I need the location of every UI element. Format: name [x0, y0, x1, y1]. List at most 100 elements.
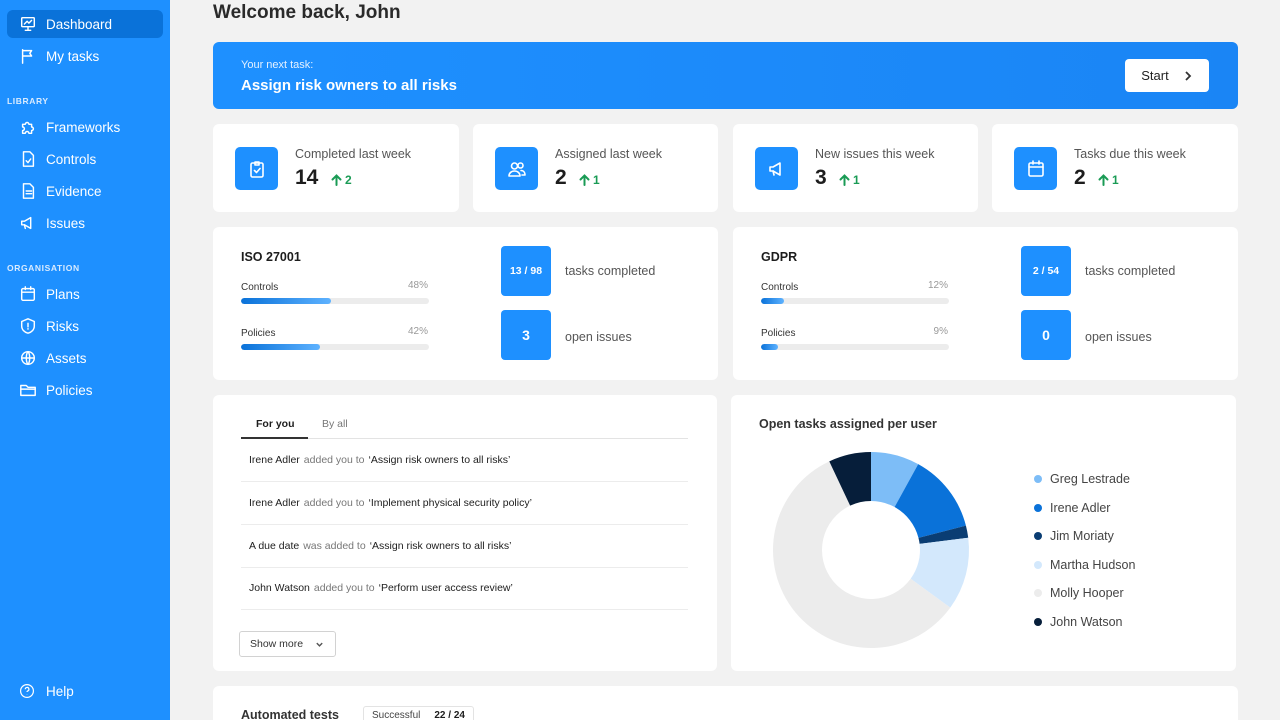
stat-delta-value: 1	[853, 173, 860, 187]
sidebar-item-label: Policies	[46, 382, 93, 398]
stat-delta: 1	[839, 173, 860, 187]
tasks-completed-label: tasks completed	[565, 264, 656, 278]
legend-label: Martha Hudson	[1050, 557, 1136, 572]
activity-verb: was added to	[303, 540, 366, 552]
sidebar-item-evidence[interactable]: Evidence	[7, 177, 163, 205]
stat-value: 3	[815, 166, 827, 189]
next-task-banner: Your next task: Assign risk owners to al…	[213, 42, 1238, 109]
legend-dot	[1034, 532, 1042, 541]
policies-percent: 9%	[933, 326, 948, 337]
stat-delta-value: 1	[1112, 173, 1119, 187]
stat-card-assigned: Assigned last week 2 1	[473, 124, 718, 212]
successful-count: 22 / 24	[434, 709, 465, 720]
activity-task: ‘Assign risk owners to all risks’	[368, 454, 511, 466]
activity-task: ‘Perform user access review’	[378, 582, 513, 594]
sidebar-item-plans[interactable]: Plans	[7, 280, 163, 308]
sidebar-item-risks[interactable]: Risks	[7, 312, 163, 340]
show-more-label: Show more	[250, 638, 304, 650]
legend-label: Jim Moriaty	[1050, 529, 1114, 544]
page-title: Welcome back, John	[213, 2, 401, 23]
calendar-icon	[1014, 147, 1057, 190]
donut-slice-jim-moriaty[interactable]	[918, 525, 969, 544]
donut-slice-martha-hudson[interactable]	[910, 537, 969, 608]
presentation-chart-icon	[19, 15, 37, 33]
help-link[interactable]: Help	[19, 683, 74, 699]
controls-percent: 48%	[407, 280, 428, 291]
activity-item[interactable]: A due date was added to ‘Assign risk own…	[241, 525, 688, 568]
help-label: Help	[46, 683, 74, 699]
tab-by-all[interactable]: By all	[322, 418, 348, 430]
controls-progress-bar	[761, 298, 949, 304]
sidebar-item-label: Issues	[46, 215, 86, 231]
legend-dot	[1034, 618, 1042, 626]
tab-for-you[interactable]: For you	[256, 418, 295, 430]
framework-title: GDPR	[761, 250, 798, 264]
chart-title: Open tasks assigned per user	[759, 417, 937, 431]
stat-delta-value: 2	[345, 173, 352, 187]
start-button[interactable]: Start	[1125, 59, 1209, 92]
legend-label: John Watson	[1050, 615, 1123, 629]
show-more-button[interactable]: Show more	[239, 631, 336, 657]
legend-item: Jim Moriaty	[1034, 529, 1114, 543]
open-issues-label: open issues	[1085, 330, 1152, 344]
open-issues-label: open issues	[565, 330, 632, 344]
sidebar-item-label: Risks	[46, 318, 79, 334]
sidebar-item-label: My tasks	[46, 48, 100, 64]
chevron-down-icon	[316, 642, 323, 647]
successful-tests-pill: Successful 22 / 24	[363, 706, 474, 720]
policies-label: Policies	[241, 328, 276, 339]
activity-actor: John Watson	[249, 582, 310, 594]
legend-item: Irene Adler	[1034, 501, 1110, 515]
donut-slice-john-watson[interactable]	[829, 452, 871, 506]
sidebar-item-label: Plans	[46, 286, 80, 302]
legend-item: Greg Lestrade	[1034, 472, 1130, 486]
legend-label: Greg Lestrade	[1050, 472, 1130, 486]
flag-icon	[19, 47, 37, 65]
arrow-up-icon	[1098, 174, 1109, 186]
activity-actor: A due date	[249, 540, 300, 552]
automated-tests-title: Automated tests	[241, 708, 339, 720]
sidebar-item-label: Assets	[46, 350, 87, 366]
sidebar-item-policies[interactable]: Policies	[7, 376, 163, 404]
policies-percent: 42%	[407, 326, 428, 337]
activity-item[interactable]: John Watson added you to ‘Perform user a…	[241, 567, 688, 610]
document-icon	[19, 182, 37, 200]
sidebar-item-controls[interactable]: Controls	[7, 145, 163, 173]
stat-delta: 1	[1098, 173, 1119, 187]
sidebar-item-my-tasks[interactable]: My tasks	[7, 42, 163, 70]
chart-card: Open tasks assigned per user Greg Lestra…	[731, 395, 1236, 671]
sidebar-item-assets[interactable]: Assets	[7, 344, 163, 372]
activity-actor: Irene Adler	[249, 454, 300, 466]
activity-task: ‘Assign risk owners to all risks’	[369, 540, 512, 552]
globe-icon	[19, 349, 37, 367]
legend-dot	[1034, 589, 1042, 598]
next-task-title: Assign risk owners to all risks	[241, 77, 457, 94]
active-tab-indicator	[241, 437, 308, 439]
sidebar-item-issues[interactable]: Issues	[7, 209, 163, 237]
activity-item[interactable]: Irene Adler added you to ‘Assign risk ow…	[241, 439, 688, 482]
framework-card-gdpr[interactable]: GDPR Controls 12% Policies 9% 2 / 54 tas…	[733, 227, 1238, 380]
donut-slice-irene-adler[interactable]	[894, 464, 966, 538]
open-issues-box: 0	[1021, 310, 1071, 360]
donut-slice-greg-lestrade[interactable]	[871, 452, 919, 508]
activity-card: For you By all Irene Adler added you to …	[213, 395, 717, 671]
donut-slice-molly-hooper[interactable]	[773, 461, 951, 648]
controls-percent: 12%	[927, 280, 948, 291]
stat-label: New issues this week	[815, 147, 935, 161]
activity-item[interactable]: Irene Adler added you to ‘Implement phys…	[241, 482, 688, 525]
sidebar-item-frameworks[interactable]: Frameworks	[7, 113, 163, 141]
stat-label: Tasks due this week	[1074, 147, 1186, 161]
sidebar-item-label: Controls	[46, 151, 97, 167]
arrow-up-icon	[331, 174, 342, 186]
framework-card-iso27001[interactable]: ISO 27001 Controls 48% Policies 42% 13 /…	[213, 227, 718, 380]
folder-icon	[19, 381, 37, 399]
stat-delta-value: 1	[593, 173, 600, 187]
clipboard-check-icon	[235, 147, 278, 190]
sidebar-item-dashboard[interactable]: Dashboard	[7, 10, 163, 38]
activity-verb: added you to	[303, 497, 365, 509]
controls-label: Controls	[761, 282, 799, 293]
sidebar-item-label: Dashboard	[46, 16, 113, 32]
activity-actor: Irene Adler	[249, 497, 300, 509]
activity-verb: added you to	[313, 582, 375, 594]
next-task-caption: Your next task:	[241, 59, 314, 71]
